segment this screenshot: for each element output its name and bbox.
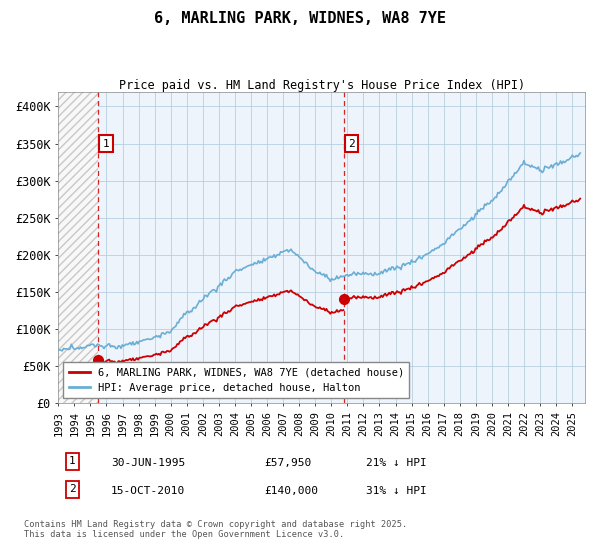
6, MARLING PARK, WIDNES, WA8 7YE (detached house) (335, 309, 342, 315)
Line: HPI: Average price, detached house, Halton: HPI: Average price, detached house, Halt… (58, 153, 580, 351)
Text: £57,950: £57,950 (264, 458, 311, 468)
6, MARLING PARK, WIDNES, WA8 7YE (detached house) (95, 357, 103, 363)
Text: 15-OCT-2010: 15-OCT-2010 (111, 486, 185, 496)
HPI: Average price, detached house, Halton: (2e+03, 1.68e+05): Average price, detached house, Halton: (… (226, 275, 233, 282)
Line: 6, MARLING PARK, WIDNES, WA8 7YE (detached house): 6, MARLING PARK, WIDNES, WA8 7YE (detach… (99, 290, 343, 363)
Bar (58, 92, 98, 403)
6, MARLING PARK, WIDNES, WA8 7YE (detached house) (97, 358, 104, 365)
Text: 21% ↓ HPI: 21% ↓ HPI (366, 458, 427, 468)
HPI: Average price, detached house, Halton: (1.99e+03, 7.2e+04): Average price, detached house, Halton: (… (55, 347, 62, 353)
Text: Contains HM Land Registry data © Crown copyright and database right 2025.
This d: Contains HM Land Registry data © Crown c… (24, 520, 407, 539)
Text: 2: 2 (348, 138, 355, 148)
6, MARLING PARK, WIDNES, WA8 7YE (detached house) (340, 307, 347, 314)
Text: £140,000: £140,000 (264, 486, 318, 496)
HPI: Average price, detached house, Halton: (2.01e+03, 1.94e+05): Average price, detached house, Halton: (… (263, 256, 270, 263)
Legend: 6, MARLING PARK, WIDNES, WA8 7YE (detached house), HPI: Average price, detached : 6, MARLING PARK, WIDNES, WA8 7YE (detach… (64, 362, 409, 398)
HPI: Average price, detached house, Halton: (1.99e+03, 7.05e+04): Average price, detached house, Halton: (… (59, 348, 66, 354)
6, MARLING PARK, WIDNES, WA8 7YE (detached house) (100, 360, 107, 366)
Text: 6, MARLING PARK, WIDNES, WA8 7YE: 6, MARLING PARK, WIDNES, WA8 7YE (154, 11, 446, 26)
Bar (58, 92, 98, 403)
HPI: Average price, detached house, Halton: (2.03e+03, 3.37e+05): Average price, detached house, Halton: (… (577, 150, 584, 156)
HPI: Average price, detached house, Halton: (2.01e+03, 1.79e+05): Average price, detached house, Halton: (… (384, 267, 391, 274)
6, MARLING PARK, WIDNES, WA8 7YE (detached house) (287, 287, 295, 293)
Text: 31% ↓ HPI: 31% ↓ HPI (366, 486, 427, 496)
6, MARLING PARK, WIDNES, WA8 7YE (detached house) (185, 334, 193, 340)
Text: 30-JUN-1995: 30-JUN-1995 (111, 458, 185, 468)
6, MARLING PARK, WIDNES, WA8 7YE (detached house) (121, 357, 128, 364)
Text: 2: 2 (69, 484, 76, 494)
HPI: Average price, detached house, Halton: (2.02e+03, 2.08e+05): Average price, detached house, Halton: (… (433, 245, 440, 252)
Text: 1: 1 (103, 138, 109, 148)
6, MARLING PARK, WIDNES, WA8 7YE (detached house) (178, 338, 185, 344)
Text: 1: 1 (69, 456, 76, 466)
HPI: Average price, detached house, Halton: (2.02e+03, 2.1e+05): Average price, detached house, Halton: (… (436, 244, 443, 251)
6, MARLING PARK, WIDNES, WA8 7YE (detached house) (171, 344, 178, 351)
Title: Price paid vs. HM Land Registry's House Price Index (HPI): Price paid vs. HM Land Registry's House … (119, 78, 524, 92)
HPI: Average price, detached house, Halton: (2e+03, 7.86e+04): Average price, detached house, Halton: (… (119, 342, 126, 348)
